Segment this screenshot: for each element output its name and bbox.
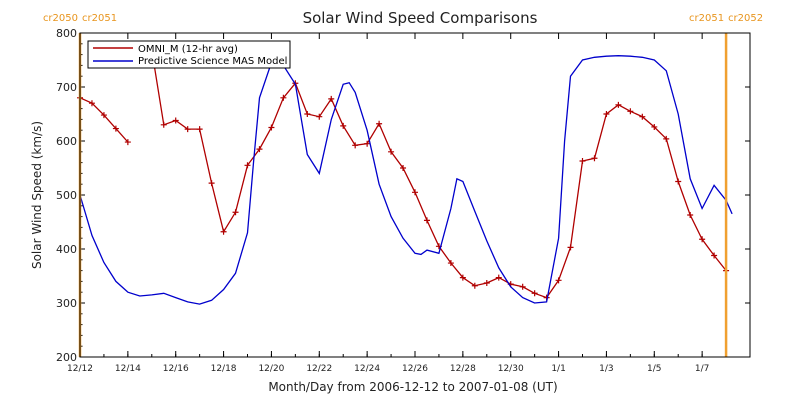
- x-tick-label: 12/26: [402, 364, 428, 374]
- data-point-omni: [112, 125, 119, 132]
- carrington-labels: cr2050 cr2051 cr2051 cr2052: [43, 13, 763, 24]
- y-tick-label: 300: [56, 297, 77, 310]
- x-tick-label: 12/30: [498, 364, 524, 374]
- series-layer: [77, 47, 733, 305]
- data-point-omni: [567, 244, 574, 251]
- carrington-label-right: cr2052: [728, 13, 763, 24]
- data-point-omni: [160, 121, 167, 128]
- x-tick-label: 12/12: [67, 364, 93, 374]
- data-point-omni: [376, 120, 383, 127]
- data-point-omni: [663, 135, 670, 142]
- data-point-omni: [352, 142, 359, 149]
- legend-label-omni: OMNI_M (12-hr avg): [138, 44, 238, 55]
- data-point-omni: [603, 111, 610, 117]
- data-point-omni: [340, 122, 347, 129]
- legend-label-mas: Predictive Science MAS Model: [138, 56, 287, 67]
- data-point-omni: [675, 178, 682, 185]
- data-point-omni: [388, 148, 395, 155]
- data-point-omni: [579, 157, 586, 164]
- data-point-omni: [196, 126, 203, 133]
- data-point-omni: [555, 277, 562, 284]
- y-axis-label: Solar Wind Speed (km/s): [30, 121, 44, 269]
- x-tick-label: 1/1: [551, 364, 565, 374]
- legend: OMNI_M (12-hr avg) Predictive Science MA…: [87, 40, 291, 69]
- data-point-omni: [208, 180, 215, 187]
- data-point-omni: [615, 101, 622, 108]
- data-point-omni: [184, 126, 191, 133]
- data-point-omni: [412, 189, 418, 196]
- data-point-omni: [172, 117, 179, 124]
- data-point-omni: [100, 112, 107, 119]
- x-tick-label: 12/16: [163, 364, 189, 374]
- legend-box: [87, 40, 291, 69]
- plot-frame: [79, 32, 751, 358]
- carrington-markers: [78, 33, 728, 357]
- data-point-omni: [531, 290, 538, 297]
- data-point-omni: [316, 113, 323, 120]
- x-tick-label: 12/18: [211, 364, 237, 374]
- data-point-omni: [651, 123, 658, 130]
- data-point-omni: [328, 95, 335, 102]
- x-axis-label: Month/Day from 2006-12-12 to 2007-01-08 …: [268, 380, 557, 394]
- data-point-omni: [699, 236, 706, 243]
- x-tick-label: 12/20: [258, 364, 284, 374]
- data-point-omni: [304, 111, 311, 117]
- data-point-omni: [256, 146, 263, 153]
- axis-ticks: 200 300 400 500 600 700 800 12/12 12/14 12/16 12/1…: [56, 27, 751, 374]
- data-point-omni: [591, 155, 598, 162]
- x-tick-label: 1/5: [647, 364, 661, 374]
- data-point-omni: [280, 94, 287, 101]
- series-line-mas: [79, 55, 733, 305]
- x-tick-label: 12/22: [306, 364, 332, 374]
- data-point-omni: [639, 113, 646, 120]
- data-point-omni: [459, 274, 466, 281]
- y-tick-label: 500: [56, 189, 77, 202]
- data-point-omni: [627, 108, 634, 115]
- data-point-omni: [483, 280, 490, 287]
- data-point-omni: [88, 100, 95, 107]
- x-tick-label: 12/14: [115, 364, 141, 374]
- y-tick-label: 800: [56, 27, 77, 40]
- data-point-omni: [232, 209, 239, 216]
- data-point-omni: [687, 211, 694, 218]
- y-tick-label: 400: [56, 243, 77, 256]
- y-tick-label: 200: [56, 351, 77, 364]
- data-point-omni: [423, 217, 430, 224]
- chart-title: Solar Wind Speed Comparisons: [303, 9, 538, 27]
- carrington-label-right: cr2051: [82, 13, 117, 24]
- series-line-omni: [151, 50, 727, 299]
- carrington-label-left: cr2050: [43, 13, 78, 24]
- y-tick-label: 600: [56, 135, 77, 148]
- data-point-omni: [268, 124, 275, 131]
- data-point-omni: [447, 260, 454, 267]
- data-point-omni: [711, 252, 718, 259]
- series-line-omni: [79, 97, 129, 143]
- data-point-omni: [495, 274, 502, 281]
- x-tick-label: 1/3: [599, 364, 613, 374]
- carrington-label-left: cr2051: [689, 13, 724, 24]
- data-point-omni: [364, 140, 371, 147]
- data-point-omni: [519, 283, 526, 290]
- x-tick-label: 12/28: [450, 364, 476, 374]
- data-point-omni: [220, 228, 227, 235]
- x-tick-label: 1/7: [695, 364, 709, 374]
- data-point-omni: [471, 282, 478, 289]
- y-tick-label: 700: [56, 81, 77, 94]
- data-point-omni: [400, 165, 407, 171]
- x-tick-label: 12/24: [354, 364, 380, 374]
- data-point-omni: [124, 139, 131, 146]
- data-point-omni: [244, 162, 251, 169]
